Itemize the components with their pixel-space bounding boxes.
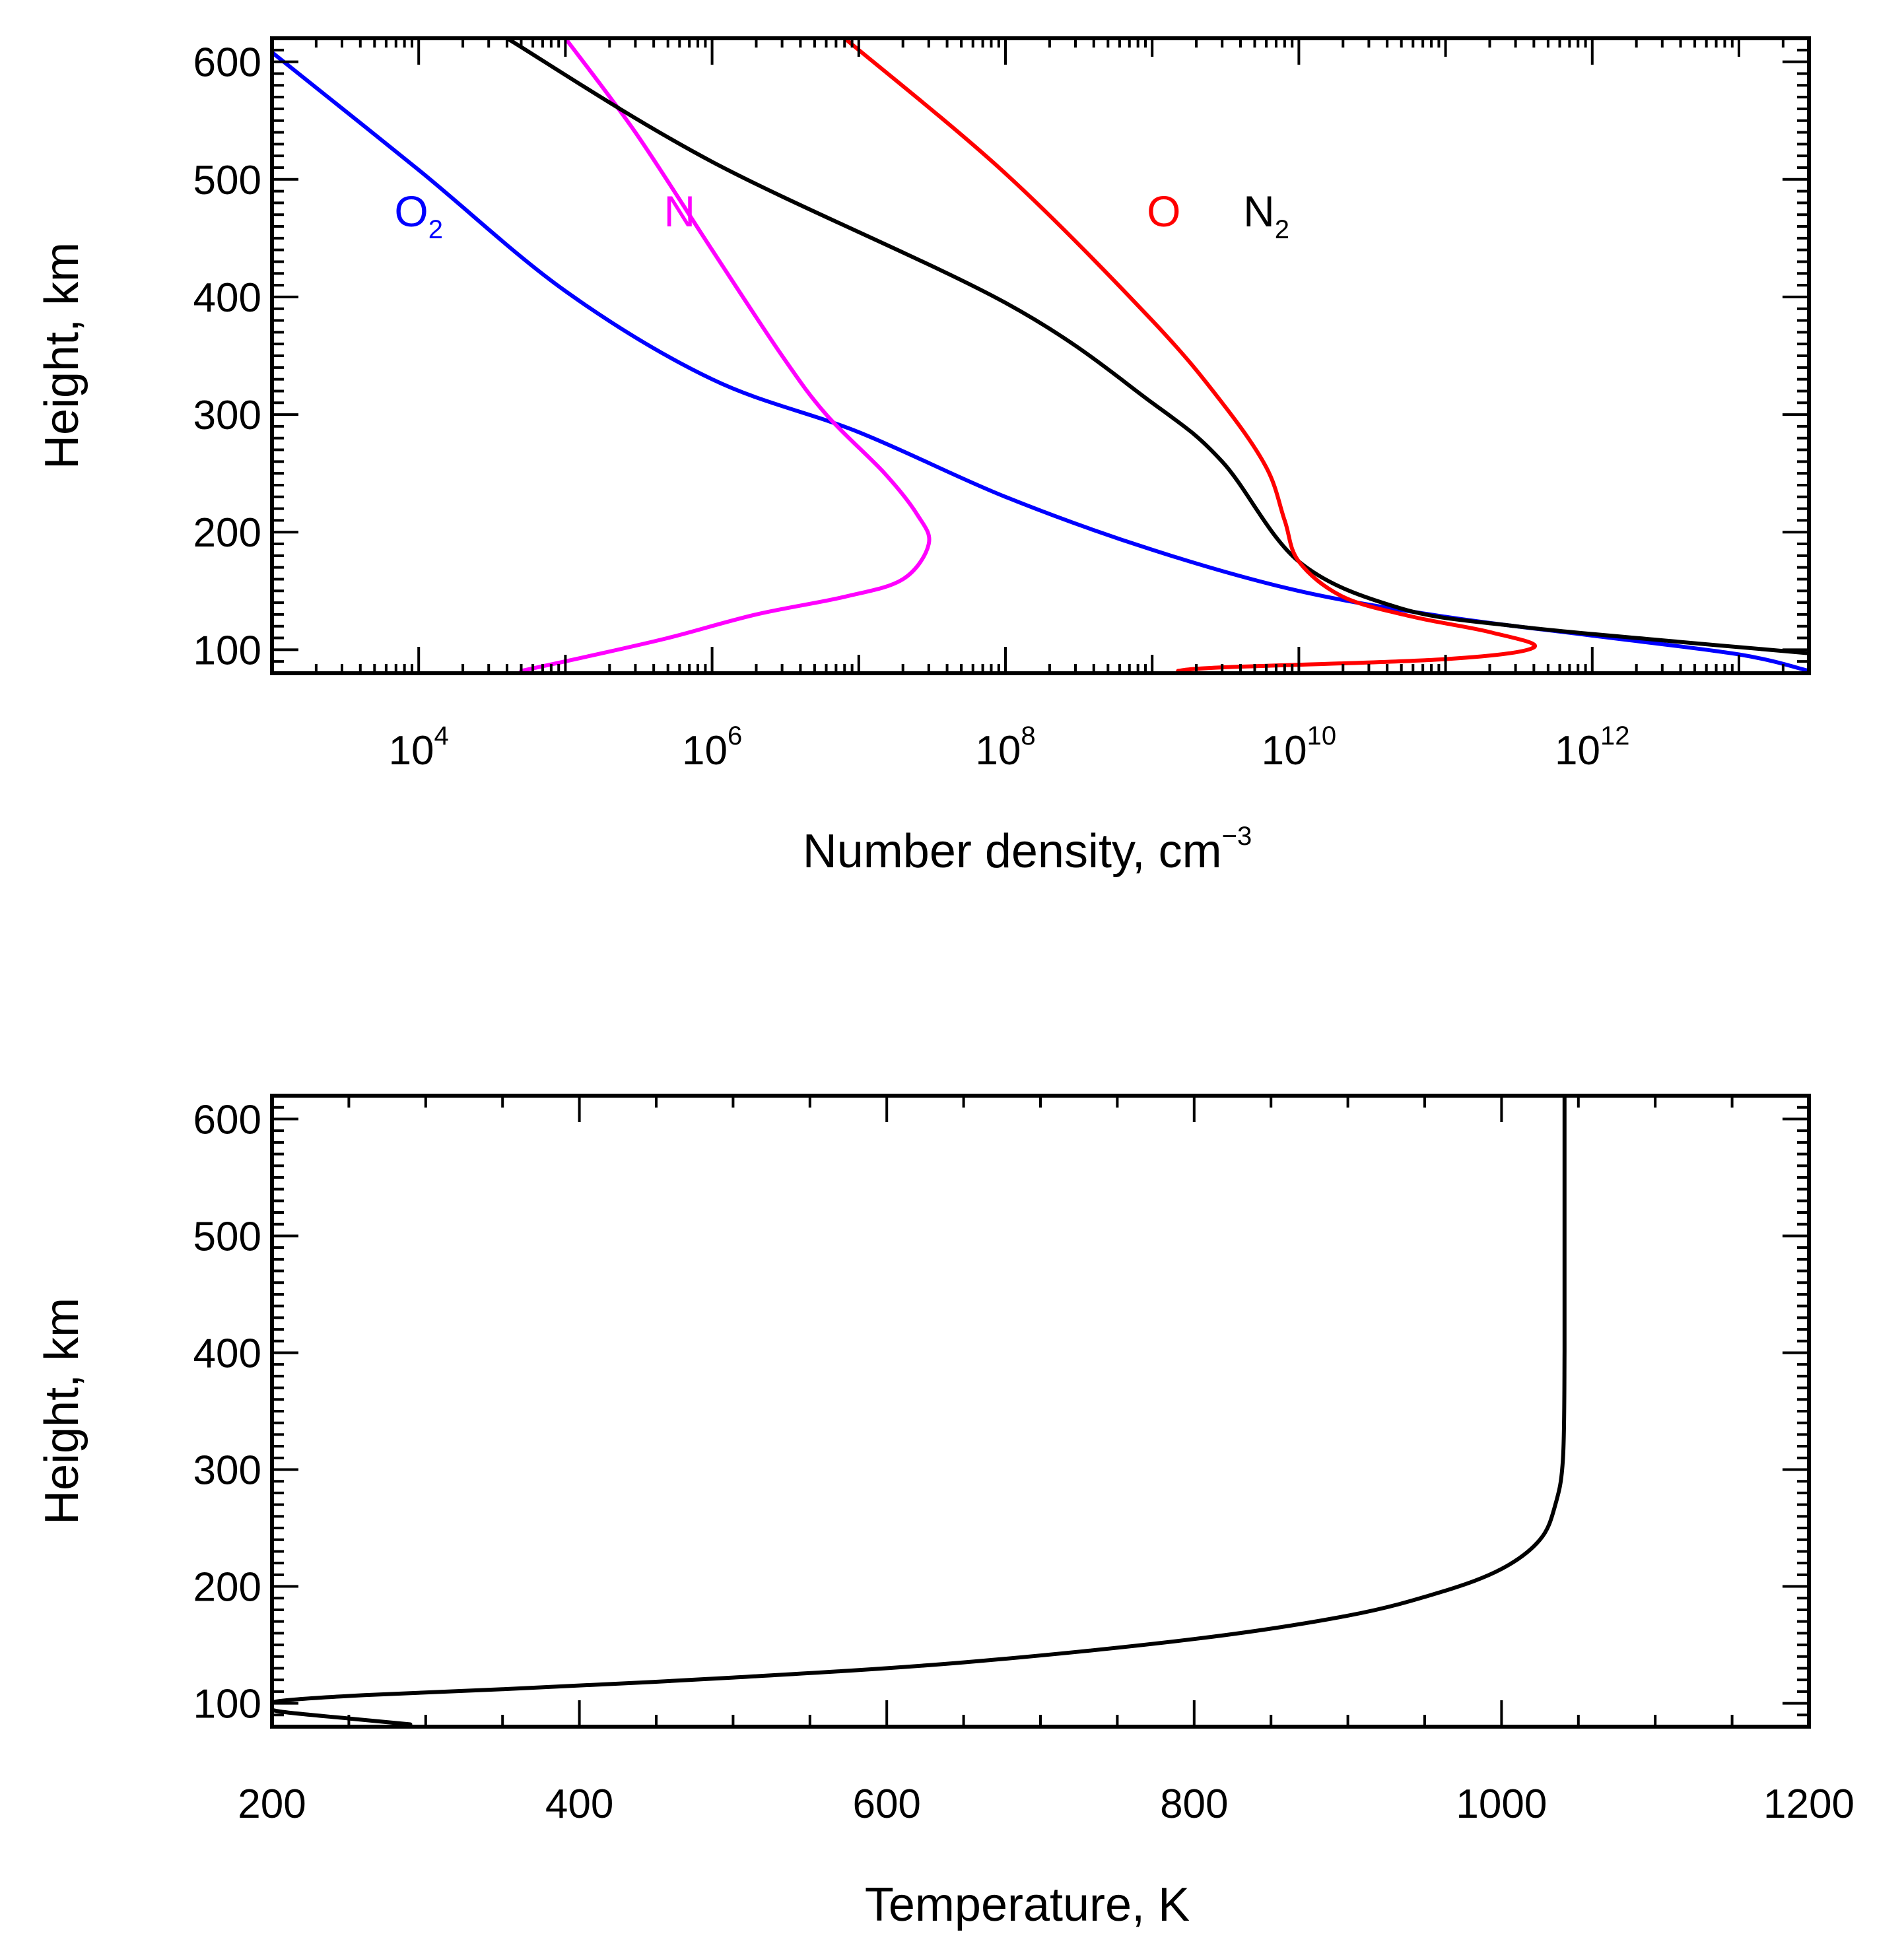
y-tick-label: 400 bbox=[193, 275, 261, 321]
density-y-axis-label: Height, km bbox=[36, 242, 88, 469]
density-x-axis-label-text: Number density, cm bbox=[803, 825, 1222, 878]
x-tick-label: 106 bbox=[682, 721, 742, 774]
y-tick-label: 200 bbox=[193, 1565, 261, 1610]
series-line-n bbox=[519, 38, 932, 673]
series-line-temperature bbox=[272, 1096, 1567, 1727]
species-label-o2: O2 bbox=[394, 187, 443, 244]
x-tick-label: 104 bbox=[389, 721, 449, 774]
y-tick-label: 400 bbox=[193, 1331, 261, 1376]
x-tick-label: 400 bbox=[545, 1781, 613, 1827]
x-tick-label: 1012 bbox=[1555, 721, 1629, 774]
temperature-y-axis-label: Height, km bbox=[36, 1298, 88, 1525]
temperature-x-tick-labels: 200 400 600 800 1000 1200 bbox=[238, 1781, 1854, 1827]
y-tick-label: 100 bbox=[193, 1682, 261, 1727]
species-label-o: O bbox=[1147, 187, 1180, 236]
temperature-y-tick-labels: 100 200 300 400 500 600 bbox=[193, 1097, 261, 1727]
density-x-tick-labels: 104 106 108 1010 1012 bbox=[389, 721, 1630, 774]
x-tick-label: 800 bbox=[1160, 1781, 1228, 1827]
y-tick-label: 500 bbox=[193, 158, 261, 203]
density-x-axis-label-exponent: −3 bbox=[1222, 822, 1252, 851]
x-tick-label: 1000 bbox=[1456, 1781, 1547, 1827]
x-tick-label: 200 bbox=[238, 1781, 306, 1827]
y-tick-label: 300 bbox=[193, 393, 261, 438]
x-tick-label: 1200 bbox=[1763, 1781, 1854, 1827]
density-y-tick-labels: 100 200 300 400 500 600 bbox=[193, 40, 261, 674]
x-tick-label: 108 bbox=[975, 721, 1035, 774]
x-tick-label: 1010 bbox=[1262, 721, 1336, 774]
y-tick-label: 500 bbox=[193, 1214, 261, 1259]
y-tick-label: 600 bbox=[193, 1097, 261, 1143]
temperature-x-axis-label: Temperature, K bbox=[865, 1878, 1190, 1931]
density-tick-marks bbox=[271, 37, 1809, 675]
species-label-n2: N2 bbox=[1243, 187, 1289, 244]
y-tick-label: 100 bbox=[193, 628, 261, 673]
y-tick-label: 300 bbox=[193, 1448, 261, 1494]
density-panel: 100 200 300 400 500 600 104 106 108 1010 1012 O2 N… bbox=[36, 36, 1811, 878]
density-series-group bbox=[272, 38, 1809, 673]
species-label-n: N bbox=[663, 187, 695, 236]
temperature-tick-marks bbox=[271, 1094, 1810, 1728]
density-x-axis-label: Number density, cm−3 bbox=[803, 822, 1252, 878]
density-species-labels: O2 N N2 O bbox=[394, 187, 1289, 244]
y-tick-label: 600 bbox=[193, 40, 261, 86]
y-tick-label: 200 bbox=[193, 510, 261, 556]
temperature-series-group bbox=[272, 1096, 1567, 1727]
series-line-o bbox=[842, 38, 1538, 673]
x-tick-label: 600 bbox=[852, 1781, 920, 1827]
series-line-n2 bbox=[505, 38, 1809, 655]
